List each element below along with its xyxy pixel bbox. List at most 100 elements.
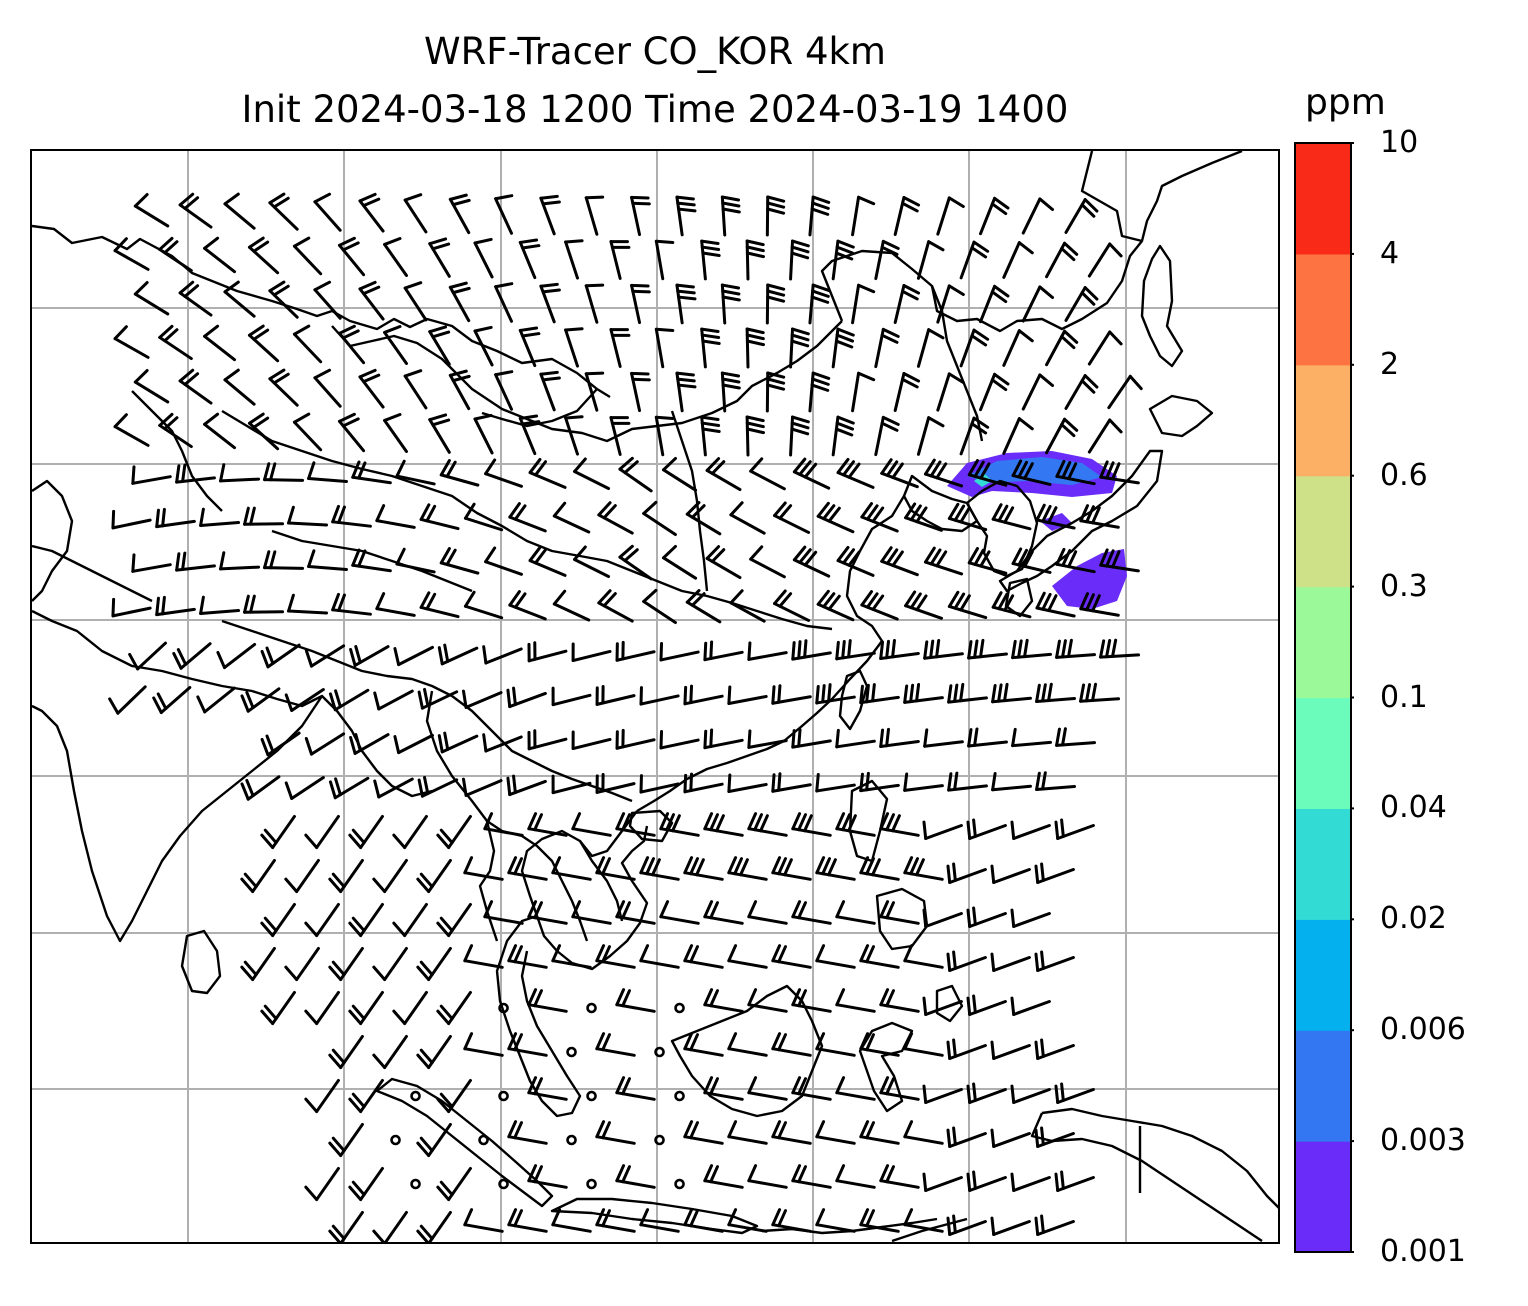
wind-barb [1021, 197, 1054, 235]
wind-barb [815, 683, 856, 705]
wind-barb [372, 946, 408, 982]
wind-barb [923, 638, 964, 660]
wind-barb [178, 192, 213, 229]
wind-barb [874, 415, 900, 457]
wind-barb [372, 1034, 408, 1070]
wind-barb [527, 1076, 568, 1101]
wind-barb [328, 1034, 364, 1070]
wind-barb [436, 1166, 472, 1202]
wind-barb [630, 195, 651, 237]
wind-barb [1099, 638, 1141, 659]
wind-barb [1011, 459, 1052, 486]
wind-barb [564, 239, 584, 280]
calm-wind-marker [478, 1134, 489, 1146]
coastline-sakhalin [1140, 244, 1184, 368]
wind-barb [292, 412, 323, 452]
wind-barb [835, 639, 876, 661]
wind-barb [747, 641, 788, 661]
wind-barb [922, 1084, 963, 1104]
wind-barb [615, 640, 656, 662]
wind-barb [745, 327, 765, 369]
wind-barb [375, 504, 416, 529]
wind-barb [966, 906, 1007, 928]
wind-barb [654, 327, 675, 369]
wind-barb [392, 814, 428, 850]
wind-barb [494, 370, 514, 411]
wind-barb [747, 1076, 788, 1101]
calm-wind-marker [390, 1134, 401, 1146]
wind-barb [584, 195, 605, 236]
colorbar-swatch [1295, 1141, 1351, 1253]
wind-barb [904, 502, 943, 532]
wind-barb [705, 545, 742, 580]
wind-barb [879, 1076, 920, 1101]
wind-barb [518, 414, 541, 456]
wind-barb [595, 773, 636, 794]
wind-barb [484, 458, 523, 488]
wind-barb [1035, 771, 1076, 792]
wind-barb [372, 858, 408, 894]
wind-barb [1055, 727, 1096, 747]
coastline-kyushu [1004, 577, 1034, 618]
wind-barb [1021, 285, 1054, 323]
wind-barb [348, 1078, 384, 1114]
wind-barb [615, 812, 656, 837]
wind-barb [463, 1032, 504, 1057]
wind-barb [219, 463, 261, 483]
wind-barb [792, 545, 831, 578]
wind-barb [879, 900, 920, 925]
wind-barb [284, 776, 325, 800]
wind-barb [403, 281, 428, 322]
wind-barb [463, 590, 504, 620]
wind-barb [991, 591, 1032, 619]
wind-barb [618, 544, 653, 581]
calm-wind-marker [566, 1046, 577, 1058]
wind-barb [108, 685, 147, 715]
wind-barb [240, 687, 281, 713]
wind-barb [609, 416, 631, 456]
colorbar-tick-label: 0.1 [1380, 679, 1428, 715]
wind-barb [683, 944, 724, 969]
coastline-kamchatka [1080, 151, 1143, 243]
wind-barb [338, 324, 366, 365]
coastline-china-east [636, 495, 906, 813]
wind-barb [463, 1208, 504, 1233]
wind-barb [659, 900, 700, 925]
wind-barb [729, 589, 766, 623]
wind-barb [685, 589, 722, 624]
wind-barb [175, 551, 216, 572]
wind-barb [158, 412, 193, 449]
wind-barb [304, 990, 340, 1026]
wind-barb [527, 641, 568, 663]
wind-barb [1064, 374, 1099, 410]
wind-barb [749, 545, 786, 579]
wind-barb [551, 774, 592, 795]
wind-barb [358, 280, 385, 321]
wind-barb [771, 684, 812, 705]
calm-wind-marker [586, 1090, 597, 1102]
wind-barb [1002, 241, 1034, 279]
wind-barb [416, 1122, 452, 1158]
wind-barb [893, 372, 921, 412]
calm-wind-marker [674, 1178, 685, 1190]
wind-barb [328, 946, 364, 982]
wind-barb [1054, 818, 1095, 840]
wind-barb [789, 415, 810, 457]
wind-barb [893, 196, 921, 236]
wind-barb [851, 283, 876, 325]
wind-barb [1034, 1038, 1075, 1060]
wind-barb [268, 280, 299, 319]
wind-barb [518, 238, 541, 280]
wind-barb [240, 775, 281, 801]
wind-barb [947, 771, 988, 792]
wind-barb [609, 240, 631, 280]
wind-barb [816, 501, 855, 534]
coastline-java [550, 1197, 759, 1235]
calm-wind-marker [674, 1090, 685, 1102]
wind-barb [675, 371, 697, 413]
wind-barb [573, 457, 611, 491]
wind-barb [903, 1208, 944, 1233]
wind-barb [947, 682, 988, 704]
wind-barb [705, 457, 742, 492]
wind-barb [507, 1032, 548, 1057]
